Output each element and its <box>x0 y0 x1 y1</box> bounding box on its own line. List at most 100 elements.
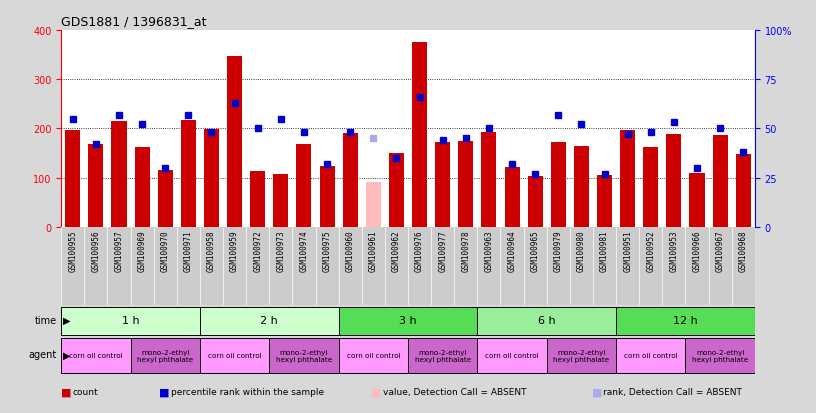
Text: ■: ■ <box>61 387 72 396</box>
Text: GSM100968: GSM100968 <box>738 230 747 271</box>
Text: GSM100972: GSM100972 <box>253 230 262 271</box>
Bar <box>157 171 173 227</box>
Text: GSM100971: GSM100971 <box>184 230 193 271</box>
Text: GSM100980: GSM100980 <box>577 230 586 271</box>
Text: GSM100974: GSM100974 <box>299 230 308 271</box>
Bar <box>712 136 728 227</box>
Text: ▶: ▶ <box>63 316 70 325</box>
Bar <box>435 142 450 227</box>
Text: GSM100965: GSM100965 <box>530 230 539 271</box>
Bar <box>389 154 404 227</box>
Bar <box>204 130 219 227</box>
Bar <box>574 147 589 227</box>
Bar <box>504 168 520 227</box>
Text: GSM100976: GSM100976 <box>415 230 424 271</box>
Bar <box>477 338 547 373</box>
Bar <box>643 147 659 227</box>
Bar <box>551 143 565 227</box>
Text: ▶: ▶ <box>63 349 70 359</box>
Text: 3 h: 3 h <box>399 316 417 325</box>
Text: GDS1881 / 1396831_at: GDS1881 / 1396831_at <box>61 15 206 28</box>
Text: corn oil control: corn oil control <box>624 352 677 358</box>
Text: mono-2-ethyl
hexyl phthalate: mono-2-ethyl hexyl phthalate <box>276 349 332 362</box>
Text: percentile rank within the sample: percentile rank within the sample <box>171 387 324 396</box>
Bar <box>181 120 196 227</box>
Text: GSM100966: GSM100966 <box>693 230 702 271</box>
Text: GSM100967: GSM100967 <box>716 230 725 271</box>
Bar <box>459 142 473 227</box>
Text: ■: ■ <box>159 387 170 396</box>
Bar <box>273 174 288 227</box>
Text: GSM100951: GSM100951 <box>623 230 632 271</box>
Text: GSM100962: GSM100962 <box>392 230 401 271</box>
Text: GSM100961: GSM100961 <box>369 230 378 271</box>
Bar <box>131 338 200 373</box>
Text: 1 h: 1 h <box>122 316 140 325</box>
Bar <box>269 338 339 373</box>
Bar <box>200 338 269 373</box>
Bar <box>200 307 339 335</box>
Text: GSM100963: GSM100963 <box>485 230 494 271</box>
Text: corn oil control: corn oil control <box>347 352 400 358</box>
Bar <box>597 176 612 227</box>
Text: GSM100959: GSM100959 <box>230 230 239 271</box>
Text: GSM100978: GSM100978 <box>461 230 470 271</box>
Text: corn oil control: corn oil control <box>69 352 122 358</box>
Text: GSM100957: GSM100957 <box>114 230 123 271</box>
Bar <box>412 43 427 227</box>
Text: GSM100975: GSM100975 <box>322 230 331 271</box>
Bar <box>296 145 312 227</box>
Bar <box>339 338 408 373</box>
Bar <box>690 174 704 227</box>
Text: GSM100958: GSM100958 <box>207 230 216 271</box>
Text: time: time <box>35 316 57 325</box>
Bar <box>320 166 335 227</box>
Text: GSM100964: GSM100964 <box>508 230 517 271</box>
Text: mono-2-ethyl
hexyl phthalate: mono-2-ethyl hexyl phthalate <box>137 349 193 362</box>
Bar <box>366 183 381 227</box>
Text: mono-2-ethyl
hexyl phthalate: mono-2-ethyl hexyl phthalate <box>553 349 610 362</box>
Text: corn oil control: corn oil control <box>486 352 539 358</box>
Bar <box>339 307 477 335</box>
Text: ■: ■ <box>371 387 382 396</box>
Text: GSM100973: GSM100973 <box>277 230 286 271</box>
Text: GSM100956: GSM100956 <box>91 230 100 271</box>
Text: GSM100981: GSM100981 <box>600 230 609 271</box>
Bar <box>667 135 681 227</box>
Text: mono-2-ethyl
hexyl phthalate: mono-2-ethyl hexyl phthalate <box>692 349 748 362</box>
Bar <box>547 338 616 373</box>
Bar <box>61 338 131 373</box>
Text: 2 h: 2 h <box>260 316 278 325</box>
Bar <box>343 134 357 227</box>
Text: GSM100955: GSM100955 <box>69 230 78 271</box>
Bar <box>620 131 635 227</box>
Bar <box>481 133 496 227</box>
Text: GSM100960: GSM100960 <box>346 230 355 271</box>
Text: value, Detection Call = ABSENT: value, Detection Call = ABSENT <box>383 387 526 396</box>
Text: 6 h: 6 h <box>538 316 556 325</box>
Text: mono-2-ethyl
hexyl phthalate: mono-2-ethyl hexyl phthalate <box>415 349 471 362</box>
Text: GSM100970: GSM100970 <box>161 230 170 271</box>
Bar <box>477 307 616 335</box>
Bar <box>251 172 265 227</box>
Bar <box>736 154 751 227</box>
Text: count: count <box>73 387 98 396</box>
Bar <box>616 338 685 373</box>
Text: agent: agent <box>29 349 57 359</box>
Text: rank, Detection Call = ABSENT: rank, Detection Call = ABSENT <box>603 387 742 396</box>
Bar <box>65 131 80 227</box>
Text: corn oil control: corn oil control <box>208 352 261 358</box>
Bar <box>135 148 149 227</box>
Bar <box>616 307 755 335</box>
Bar <box>528 176 543 227</box>
Text: ■: ■ <box>592 387 602 396</box>
Bar <box>408 338 477 373</box>
Text: GSM100969: GSM100969 <box>138 230 147 271</box>
Bar <box>61 307 200 335</box>
Text: GSM100952: GSM100952 <box>646 230 655 271</box>
Text: GSM100953: GSM100953 <box>669 230 678 271</box>
Bar <box>112 122 126 227</box>
Bar <box>227 57 242 227</box>
Text: GSM100977: GSM100977 <box>438 230 447 271</box>
Bar <box>685 338 755 373</box>
